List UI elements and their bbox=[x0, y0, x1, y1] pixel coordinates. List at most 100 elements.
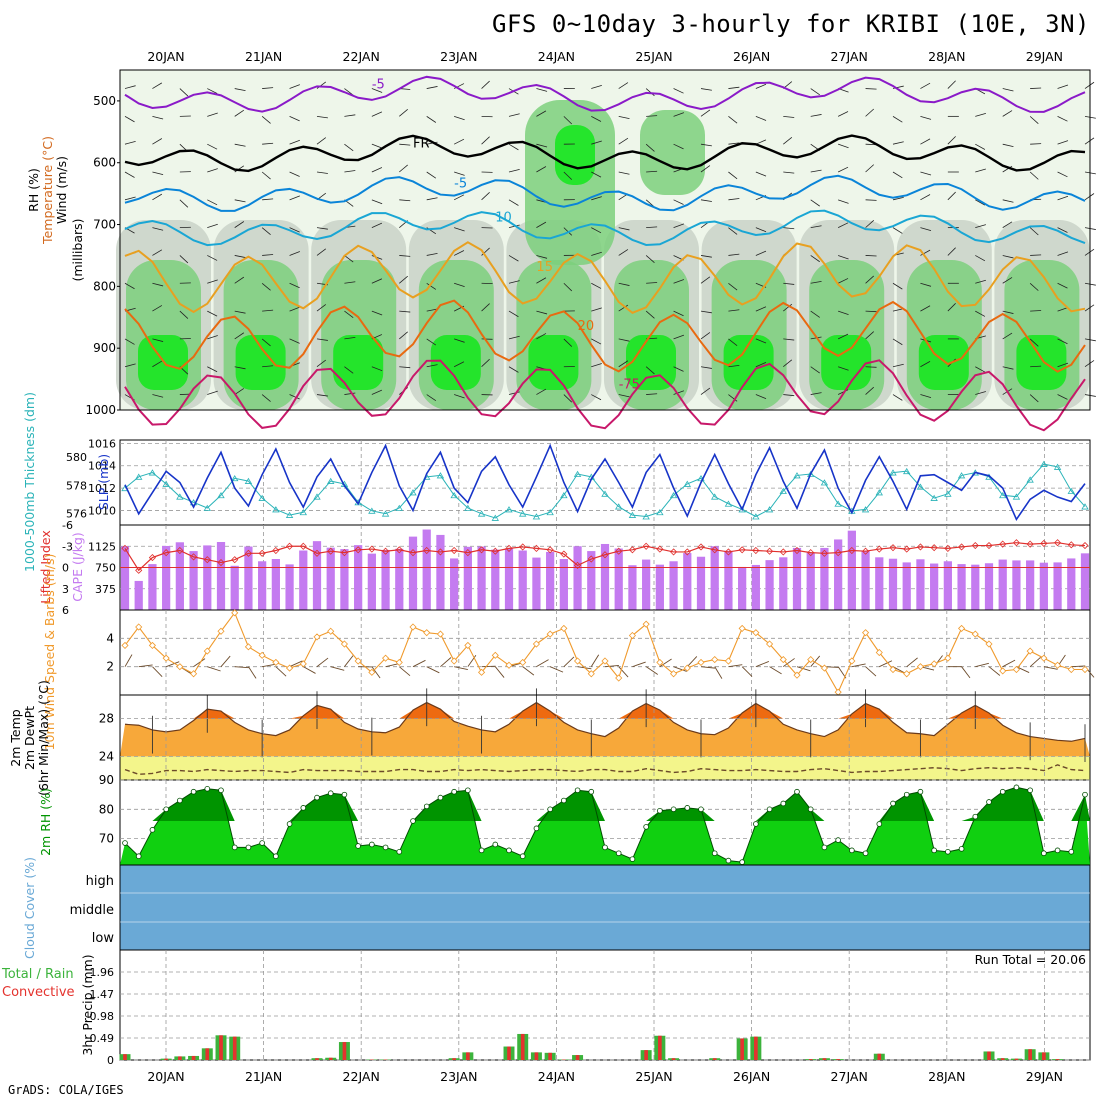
wind-speed-point bbox=[670, 670, 678, 678]
wind-barb bbox=[563, 656, 575, 667]
cape-bar bbox=[559, 559, 568, 610]
rh-point bbox=[1068, 849, 1075, 855]
cloud-level-label: high bbox=[86, 874, 114, 889]
wind-barb bbox=[728, 86, 740, 89]
wind-barb bbox=[124, 116, 135, 123]
lifted-tick-label: -3 bbox=[62, 540, 73, 553]
wind-speed-point bbox=[1054, 661, 1062, 669]
axis-label: RH (%) bbox=[26, 168, 41, 212]
temp-contour-line bbox=[124, 209, 1086, 247]
wind-barb bbox=[261, 338, 271, 347]
wind-barb bbox=[371, 278, 383, 284]
rh-point bbox=[135, 853, 142, 860]
wind-barb bbox=[975, 391, 986, 395]
wind-barb bbox=[920, 361, 931, 368]
lifted-index-point bbox=[532, 544, 540, 552]
temperature-peak-fill bbox=[120, 702, 1090, 719]
wind-barb bbox=[920, 171, 932, 176]
wind-barb bbox=[124, 338, 135, 345]
rh-contour-patch bbox=[138, 335, 188, 390]
wind-barb bbox=[508, 113, 520, 117]
wind-barb bbox=[591, 116, 602, 122]
rh-point bbox=[574, 787, 581, 794]
wind-barb bbox=[755, 139, 767, 145]
rh-point bbox=[684, 805, 691, 811]
lifted-index-point bbox=[628, 546, 636, 554]
wind-tick-label: 2 bbox=[106, 660, 114, 674]
date-label-bottom: 28JAN bbox=[928, 1069, 965, 1084]
thickness-point bbox=[999, 491, 1007, 499]
thickness-point bbox=[148, 469, 157, 476]
wind-barb bbox=[179, 88, 189, 97]
rh-tick-label: 80 bbox=[99, 802, 114, 816]
thickness-point bbox=[285, 511, 294, 518]
wind-barb bbox=[618, 282, 630, 286]
wind-speed-point bbox=[409, 623, 417, 631]
wind-barb bbox=[728, 227, 738, 235]
cape-bar bbox=[285, 564, 294, 610]
date-label-top: 23JAN bbox=[440, 49, 477, 64]
lifted-index-point bbox=[587, 555, 595, 563]
precip-convective-bar bbox=[178, 1056, 182, 1060]
wind-barb bbox=[892, 338, 903, 346]
lifted-index-point bbox=[395, 546, 403, 554]
wind-barb bbox=[426, 171, 437, 179]
rh-point bbox=[561, 797, 567, 804]
wind-speed-point bbox=[162, 654, 170, 662]
rh-point bbox=[890, 800, 896, 807]
wind-barb bbox=[618, 115, 630, 120]
wind-barb bbox=[810, 655, 821, 667]
wind-barb bbox=[152, 305, 163, 312]
wind-barb bbox=[179, 255, 189, 264]
wind-barb bbox=[344, 281, 356, 284]
wind-speed-point bbox=[519, 658, 527, 666]
thickness-tick-label: 578 bbox=[66, 479, 87, 492]
cape-bar bbox=[367, 553, 376, 610]
wind-barb bbox=[289, 227, 300, 233]
lifted-index-point bbox=[368, 545, 376, 553]
thickness-point bbox=[752, 513, 760, 520]
contour-label: -75 bbox=[619, 378, 640, 393]
precip-gridlines bbox=[120, 971, 1090, 1061]
wind-speed-point bbox=[505, 661, 513, 669]
axis-label: CAPE (J/kg) bbox=[70, 532, 85, 602]
wind-barb bbox=[508, 310, 519, 318]
wind-barb bbox=[371, 199, 383, 205]
rh-point bbox=[739, 859, 745, 865]
wind-barb bbox=[646, 115, 658, 117]
wind-barb bbox=[453, 194, 465, 201]
rh-point bbox=[876, 821, 883, 827]
wind-speed-point bbox=[299, 660, 307, 668]
wind-barb bbox=[508, 199, 519, 206]
cape-bar bbox=[340, 549, 349, 610]
wind-barb bbox=[741, 666, 753, 677]
date-label-bottom: 25JAN bbox=[635, 1069, 672, 1084]
wind-barb bbox=[1029, 656, 1041, 668]
cape-bar bbox=[148, 564, 157, 610]
wind-barb bbox=[700, 666, 715, 669]
wind-barb bbox=[783, 394, 795, 397]
wind-barb bbox=[1029, 394, 1039, 403]
wind-barb bbox=[824, 666, 839, 668]
date-label-bottom: 23JAN bbox=[440, 1069, 477, 1084]
wind-barb bbox=[618, 227, 630, 231]
wind-barb bbox=[454, 666, 468, 671]
wind-barb bbox=[289, 282, 300, 289]
lifted-index-point bbox=[244, 549, 252, 557]
cape-bar bbox=[738, 566, 747, 610]
wind-barb bbox=[700, 310, 712, 314]
wind-barb bbox=[783, 338, 795, 341]
thickness-point bbox=[464, 504, 472, 511]
wind-barb bbox=[920, 394, 932, 398]
rh-point bbox=[506, 847, 512, 854]
thickness-point bbox=[244, 477, 253, 484]
axis-label: 2m Temp bbox=[8, 709, 23, 766]
cape-bar bbox=[984, 563, 994, 610]
temp-day-grid bbox=[165, 695, 1045, 780]
wind-barb bbox=[646, 170, 658, 173]
wind-barb bbox=[152, 138, 163, 145]
precip-convective-bar bbox=[671, 1058, 676, 1060]
precip-ylabel: 3hr Precip (mm) bbox=[80, 954, 95, 1055]
wind-barb bbox=[865, 164, 875, 173]
wind-barb bbox=[289, 84, 300, 89]
